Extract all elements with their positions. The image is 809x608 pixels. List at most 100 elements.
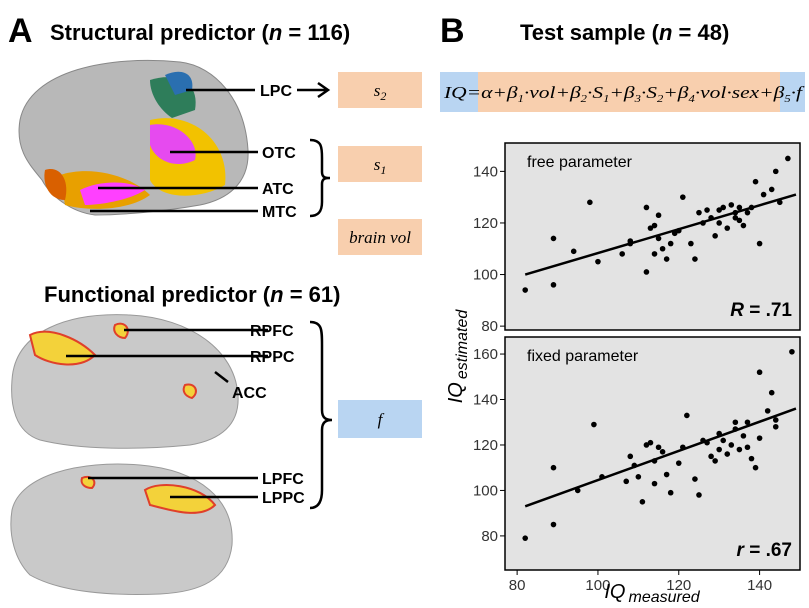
data-point: [647, 225, 654, 231]
data-point: [667, 489, 674, 496]
data-point: [659, 448, 666, 455]
annotation: free parameter: [527, 154, 633, 171]
data-point: [639, 499, 646, 505]
y-tick-label: 140: [473, 392, 498, 409]
data-point: [651, 222, 658, 229]
data-point: [550, 235, 557, 242]
x-axis-label: IQ measured: [604, 581, 700, 606]
data-point: [740, 433, 747, 439]
data-point: [736, 217, 743, 224]
data-point: [587, 199, 593, 206]
data-point: [522, 287, 529, 293]
stat-text: = .67: [744, 540, 792, 561]
functional-title: Functional predictor (n = 61): [44, 282, 340, 307]
predictor-box: [338, 146, 422, 182]
data-point: [651, 480, 658, 487]
formula-box-end: [440, 72, 478, 112]
plot-background: [504, 336, 801, 571]
data-point: [764, 408, 771, 414]
data-point: [696, 209, 702, 216]
data-point: [720, 204, 727, 211]
stat-text: = .71: [744, 300, 792, 321]
data-point: [744, 444, 751, 451]
data-point: [704, 207, 710, 213]
data-point: [712, 233, 718, 239]
formula-token: +β: [663, 83, 689, 102]
data-point: [740, 222, 747, 229]
test-title: Test sample (n = 48): [520, 20, 729, 45]
y-tick-label: 140: [473, 163, 498, 180]
y-tick-label: 120: [473, 437, 498, 454]
data-point: [736, 204, 743, 211]
data-point: [772, 168, 779, 175]
data-point: [732, 215, 739, 221]
annotation: fixed parameter: [527, 348, 639, 365]
data-point: [728, 202, 735, 208]
region-label: RPFC: [250, 323, 294, 340]
predictor-box: [338, 72, 422, 108]
structural-title: Structural predictor (n = 116): [50, 20, 350, 45]
data-point: [720, 437, 727, 444]
data-point: [684, 412, 690, 419]
data-point: [768, 186, 775, 193]
data-point: [663, 256, 670, 262]
data-point: [550, 521, 557, 528]
data-point: [655, 212, 662, 219]
data-point: [789, 348, 795, 355]
data-point: [756, 369, 763, 376]
y-tick-label: 80: [481, 528, 498, 545]
x-tick-label: 80: [509, 577, 526, 594]
formula-token: +β: [609, 83, 635, 102]
data-point: [772, 423, 779, 430]
x-tick-label: 140: [747, 577, 772, 594]
data-point: [712, 458, 718, 464]
data-point: [675, 460, 682, 466]
x-tick-label: 120: [666, 577, 691, 594]
data-point: [744, 209, 751, 216]
data-point: [772, 417, 779, 423]
data-point: [655, 235, 662, 242]
data-point: [651, 251, 658, 257]
data-point: [655, 444, 662, 451]
data-point: [732, 419, 739, 426]
data-point: [619, 251, 625, 257]
data-point: [748, 455, 755, 462]
y-tick-label: 80: [481, 318, 498, 335]
fit-line: [524, 407, 797, 508]
stat-symbol: R: [730, 300, 744, 321]
y-axis-label: IQestimated: [445, 309, 471, 404]
data-point: [716, 220, 722, 226]
data-point: [522, 535, 529, 541]
data-point: [635, 474, 642, 480]
formula: IQ =α+β 1·vol+β 2·S 1+β 3·S 2+β 4·vol·sex+β 5·f: [443, 83, 805, 105]
predictor-label: s2: [374, 81, 387, 103]
region-label: MTC: [262, 204, 297, 221]
data-point: [716, 446, 722, 453]
data-point: [663, 471, 670, 478]
region-label: LPPC: [262, 490, 305, 507]
data-point: [667, 240, 674, 247]
region-label: ATC: [262, 181, 294, 198]
region-label: OTC: [262, 145, 296, 162]
data-point: [724, 225, 731, 231]
predictor-label: s1: [374, 155, 387, 177]
data-point: [688, 240, 694, 247]
data-point: [708, 453, 714, 460]
plots: 80 100 120 140 free parameter R = .71 80 100 120…: [445, 142, 801, 606]
connectors: [66, 81, 333, 510]
data-point: [760, 191, 767, 198]
predictor-box: [338, 400, 422, 438]
formula-box-end: [780, 72, 805, 112]
formula-token: ·S: [641, 83, 658, 102]
formula-token: =α+β: [467, 83, 519, 102]
formula-token: 1: [518, 94, 524, 105]
formula-token: ·f: [791, 83, 805, 102]
data-point: [752, 178, 759, 185]
formula-box: [440, 72, 805, 112]
data-point: [680, 194, 686, 200]
data-point: [724, 451, 731, 457]
data-point: [756, 240, 763, 247]
region-label: RPPC: [250, 349, 295, 366]
data-point: [756, 435, 763, 441]
